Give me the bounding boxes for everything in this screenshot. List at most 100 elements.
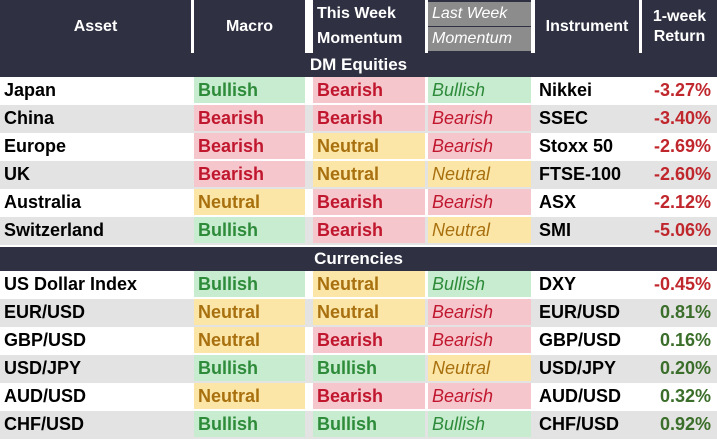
instrument-cell: ASX bbox=[539, 192, 577, 212]
return-cell: 0.16% bbox=[659, 330, 711, 350]
instrument-cell: EUR/USD bbox=[539, 302, 621, 322]
macro-signal-cell: Bullish bbox=[194, 411, 305, 437]
instrument-cell: FTSE-100 bbox=[539, 164, 622, 184]
this-week-momentum-cell: Neutral bbox=[313, 271, 425, 297]
macro-signal-cell: Neutral bbox=[194, 327, 305, 353]
this-week-momentum-cell: Neutral bbox=[313, 299, 425, 325]
last-week-momentum-cell: Neutral bbox=[428, 161, 531, 187]
asset-cell: GBP/USD bbox=[4, 330, 87, 350]
table-row: AUD/USD Neutral Bearish Bearish AUD/USD 0.32% bbox=[0, 383, 717, 411]
header-return-line2: Return bbox=[653, 27, 706, 45]
table-row: China Bearish Bearish Bearish SSEC -3.40% bbox=[0, 105, 717, 133]
instrument-cell: SMI bbox=[539, 220, 572, 240]
last-week-momentum-cell: Bearish bbox=[428, 133, 531, 159]
asset-cell: Europe bbox=[4, 136, 67, 156]
this-week-momentum-cell: Neutral bbox=[313, 133, 425, 159]
header-return: 1-week Return bbox=[642, 0, 717, 53]
asset-cell: USD/JPY bbox=[4, 358, 82, 378]
header-asset-label: Asset bbox=[73, 17, 118, 35]
header-instrument: Instrument bbox=[535, 0, 639, 53]
section-title: DM Equities bbox=[0, 53, 717, 77]
last-week-momentum-cell: Bullish bbox=[428, 411, 531, 437]
asset-cell: EUR/USD bbox=[4, 302, 86, 322]
instrument-cell: CHF/USD bbox=[539, 414, 619, 434]
last-week-momentum-cell: Bearish bbox=[428, 383, 531, 409]
this-week-momentum-cell: Bullish bbox=[313, 411, 425, 437]
return-cell: -2.69% bbox=[653, 136, 711, 156]
return-cell: 0.32% bbox=[659, 386, 711, 406]
asset-cell: Japan bbox=[4, 80, 57, 100]
table-row: Europe Bearish Neutral Bearish Stoxx 50 -2.69… bbox=[0, 133, 717, 161]
asset-cell: China bbox=[4, 108, 55, 128]
last-week-momentum-cell: Bullish bbox=[428, 77, 531, 103]
header-instrument-label: Instrument bbox=[545, 17, 629, 35]
header-last-week-momentum: Last Week Momentum bbox=[428, 0, 531, 53]
macro-signal-cell: Neutral bbox=[194, 299, 305, 325]
macro-signal-cell: Bullish bbox=[194, 355, 305, 381]
instrument-cell: Stoxx 50 bbox=[539, 136, 614, 156]
this-week-momentum-cell: Bullish bbox=[313, 355, 425, 381]
macro-signal-cell: Bearish bbox=[194, 105, 305, 131]
macro-signal-cell: Bearish bbox=[194, 133, 305, 159]
macro-signal-cell: Bullish bbox=[194, 217, 305, 243]
this-week-momentum-cell: Bearish bbox=[313, 77, 425, 103]
asset-cell: UK bbox=[4, 164, 30, 184]
table-row: Switzerland Bullish Bearish Neutral SMI -5.06… bbox=[0, 217, 717, 245]
return-cell: -0.45% bbox=[653, 274, 711, 294]
return-cell: 0.81% bbox=[659, 302, 711, 322]
asset-cell: CHF/USD bbox=[4, 414, 84, 434]
header-asset: Asset bbox=[0, 0, 191, 53]
this-week-momentum-cell: Bearish bbox=[313, 217, 425, 243]
table-row: CHF/USD Bullish Bullish Bullish CHF/USD 0.92% bbox=[0, 411, 717, 439]
last-week-momentum-cell: Neutral bbox=[428, 355, 531, 381]
header-return-line1: 1-week bbox=[652, 7, 707, 25]
header-last-week-line2: Momentum bbox=[428, 27, 531, 51]
return-cell: -3.27% bbox=[653, 80, 711, 100]
table-row: UK Bearish Neutral Neutral FTSE-100 -2.60% bbox=[0, 161, 717, 189]
header-last-week-line1: Last Week bbox=[428, 2, 531, 26]
last-week-momentum-cell: Bearish bbox=[428, 299, 531, 325]
header-macro: Macro bbox=[194, 0, 305, 53]
return-cell: -2.12% bbox=[653, 192, 711, 212]
this-week-momentum-cell: Neutral bbox=[313, 161, 425, 187]
asset-cell: US Dollar Index bbox=[4, 274, 138, 294]
asset-cell: AUD/USD bbox=[4, 386, 87, 406]
this-week-momentum-cell: Bearish bbox=[313, 105, 425, 131]
table-row: Japan Bullish Bearish Bullish Nikkei -3.27% bbox=[0, 77, 717, 105]
asset-cell: Australia bbox=[4, 192, 82, 212]
instrument-cell: GBP/USD bbox=[539, 330, 622, 350]
return-cell: 0.92% bbox=[659, 414, 711, 434]
return-cell: -5.06% bbox=[653, 220, 711, 240]
asset-cell: Switzerland bbox=[4, 220, 105, 240]
instrument-cell: AUD/USD bbox=[539, 386, 622, 406]
this-week-momentum-cell: Bearish bbox=[313, 327, 425, 353]
last-week-momentum-cell: Bearish bbox=[428, 327, 531, 353]
return-cell: 0.20% bbox=[659, 358, 711, 378]
table-row: GBP/USD Neutral Bearish Bearish GBP/USD 0.16% bbox=[0, 327, 717, 355]
instrument-cell: DXY bbox=[539, 274, 577, 294]
table-row: USD/JPY Bullish Bullish Neutral USD/JPY 0.20% bbox=[0, 355, 717, 383]
return-cell: -3.40% bbox=[653, 108, 711, 128]
return-cell: -2.60% bbox=[653, 164, 711, 184]
last-week-momentum-cell: Bearish bbox=[428, 189, 531, 215]
macro-signal-cell: Bullish bbox=[194, 271, 305, 297]
this-week-momentum-cell: Bearish bbox=[313, 189, 425, 215]
table-row: EUR/USD Neutral Neutral Bearish EUR/USD 0.81% bbox=[0, 299, 717, 327]
header-this-week-line1: This Week bbox=[317, 5, 396, 22]
last-week-momentum-cell: Bearish bbox=[428, 105, 531, 131]
this-week-momentum-cell: Bearish bbox=[313, 383, 425, 409]
macro-signal-cell: Neutral bbox=[194, 189, 305, 215]
last-week-momentum-cell: Bullish bbox=[428, 271, 531, 297]
instrument-cell: USD/JPY bbox=[539, 358, 617, 378]
table-row: US Dollar Index Bullish Neutral Bullish DXY -… bbox=[0, 271, 717, 299]
table-row: Australia Neutral Bearish Bearish ASX -2.12% bbox=[0, 189, 717, 217]
section-title: Currencies bbox=[0, 247, 717, 271]
last-week-momentum-cell: Neutral bbox=[428, 217, 531, 243]
macro-signal-cell: Neutral bbox=[194, 383, 305, 409]
macro-signal-cell: Bearish bbox=[194, 161, 305, 187]
header-this-week-line2: Momentum bbox=[317, 30, 403, 47]
instrument-cell: Nikkei bbox=[539, 80, 593, 100]
header-this-week-momentum: This Week Momentum bbox=[313, 0, 425, 53]
instrument-cell: SSEC bbox=[539, 108, 589, 128]
macro-signal-cell: Bullish bbox=[194, 77, 305, 103]
